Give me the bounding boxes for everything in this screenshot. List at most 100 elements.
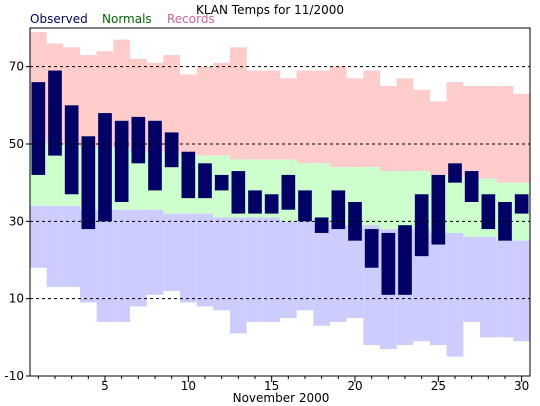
record-low-band-day-13 [230, 217, 247, 334]
normal-band-day-9 [163, 151, 180, 214]
observed-bar-day-28 [481, 194, 496, 230]
x-tick-label-5: 5 [101, 379, 109, 393]
x-axis-label: November 2000 [233, 391, 330, 405]
normal-band-day-22 [380, 171, 397, 230]
observed-bar-day-26 [448, 163, 462, 183]
x-tick-label-30: 30 [514, 379, 529, 393]
record-low-band-day-15 [263, 217, 280, 322]
record-high-band-day-4 [80, 55, 97, 148]
record-low-band-day-10 [180, 213, 197, 303]
record-high-band-day-26 [446, 82, 464, 175]
axes: -10 10 30 50 70 5 10 15 20 25 30 [4, 27, 531, 393]
record-low-band-day-6 [113, 209, 130, 322]
record-low-band-day-30 [513, 240, 530, 342]
observed-bar-day-7 [131, 116, 146, 164]
record-low-band-day-4 [80, 209, 97, 303]
record-low-band-day-3 [63, 205, 80, 288]
x-tick-label-20: 20 [347, 379, 362, 393]
y-tick-label-50: 50 [9, 137, 24, 151]
record-high-band-day-19 [330, 66, 347, 168]
observed-bar-day-9 [164, 132, 179, 168]
record-low-band-day-5 [96, 209, 114, 322]
record-high-band-day-14 [246, 70, 264, 160]
record-high-band-day-25 [430, 101, 447, 175]
record-low-band-day-2 [46, 205, 64, 288]
record-low-band-day-29 [496, 240, 514, 338]
observed-bar-day-15 [264, 194, 279, 214]
record-low-band-day-26 [446, 232, 464, 357]
record-high-band-day-22 [380, 86, 397, 172]
record-high-band-day-15 [263, 70, 280, 160]
record-high-band-day-29 [496, 86, 514, 183]
normal-band-day-18 [313, 163, 330, 222]
observed-bar-day-30 [514, 194, 529, 214]
observed-bar-day-21 [364, 229, 379, 268]
record-high-band-day-23 [396, 78, 414, 172]
record-high-band-day-11 [196, 66, 214, 156]
record-high-band-day-20 [346, 78, 364, 168]
x-tick-label-25: 25 [431, 379, 446, 393]
legend-records: Records [167, 12, 215, 26]
observed-bar-day-6 [114, 120, 129, 202]
observed-bar-day-13 [231, 171, 246, 214]
record-low-band-day-19 [330, 225, 347, 322]
gridlines [30, 66, 530, 300]
record-high-band-day-10 [180, 74, 197, 156]
observed-bar-day-27 [464, 171, 479, 202]
normal-band-day-26 [446, 174, 464, 233]
record-low-band-day-28 [480, 236, 497, 338]
plot-area [30, 31, 530, 357]
observed-bar-day-25 [431, 174, 446, 245]
record-low-band-day-7 [130, 209, 147, 307]
observed-bar-day-2 [48, 70, 62, 156]
record-low-band-day-11 [196, 213, 214, 307]
normal-band-day-7 [130, 151, 147, 210]
record-high-band-day-30 [513, 93, 530, 183]
legend-normals: Normals [102, 12, 152, 26]
record-high-band-day-9 [163, 55, 180, 152]
observed-bar-day-17 [298, 190, 312, 222]
observed-bar-day-23 [398, 225, 412, 295]
observed-bar-day-11 [198, 163, 212, 199]
x-tick-label-15: 15 [264, 379, 279, 393]
chart-title: KLAN Temps for 11/2000 [196, 3, 344, 17]
observed-bar-day-12 [214, 174, 229, 191]
record-high-band-day-27 [463, 86, 480, 179]
record-low-band-day-1 [30, 205, 47, 268]
y-tick-label-10: 10 [9, 292, 24, 306]
record-high-band-day-21 [363, 70, 380, 168]
observed-bar-day-5 [98, 113, 112, 222]
observed-bar-day-16 [281, 174, 296, 210]
observed-bar-day-1 [31, 82, 46, 175]
record-low-band-day-16 [280, 221, 297, 318]
normal-band-day-2 [46, 144, 64, 206]
record-high-band-day-28 [480, 86, 497, 179]
legend-observed: Observed [30, 12, 88, 26]
observed-bar-day-10 [181, 151, 196, 199]
record-low-band-day-27 [463, 236, 480, 322]
record-low-band-day-18 [313, 221, 330, 326]
record-low-band-day-20 [346, 225, 364, 318]
record-high-band-day-16 [280, 78, 297, 160]
x-tick-label-10: 10 [181, 379, 196, 393]
normal-band-day-21 [363, 167, 380, 226]
y-tick-label-70: 70 [9, 60, 24, 74]
observed-bar-day-14 [248, 190, 262, 214]
observed-bar-day-3 [64, 105, 79, 195]
record-low-band-day-24 [413, 229, 430, 342]
plot-frame [29, 27, 531, 377]
record-low-band-day-9 [163, 213, 180, 291]
record-high-band-day-12 [213, 62, 230, 156]
record-high-band-day-18 [313, 70, 330, 164]
normal-band-day-23 [396, 171, 414, 230]
record-low-band-day-12 [213, 217, 230, 311]
observed-bar-day-19 [331, 190, 346, 230]
record-low-band-day-8 [146, 209, 164, 295]
observed-bar-day-4 [81, 136, 96, 230]
record-high-band-day-17 [296, 70, 314, 164]
record-high-band-day-13 [230, 47, 247, 160]
observed-bar-day-18 [314, 217, 329, 233]
observed-bar-day-8 [148, 120, 162, 191]
observed-bar-day-22 [381, 232, 396, 295]
